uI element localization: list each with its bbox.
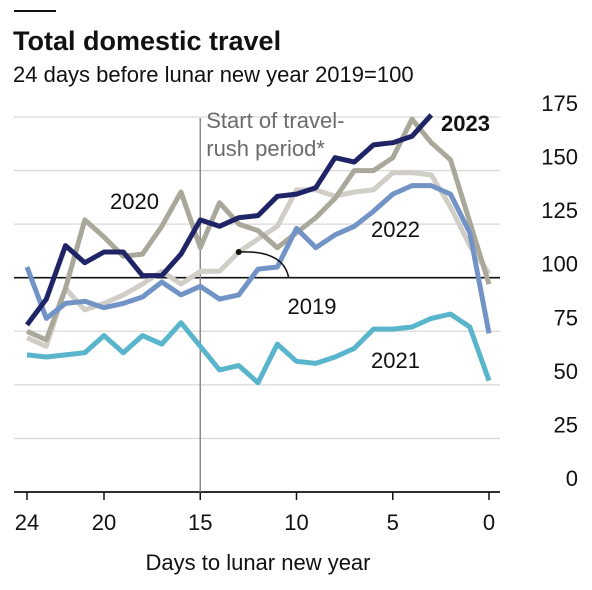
series-line-2022 bbox=[24, 183, 492, 334]
series-label-2020: 2020 bbox=[110, 189, 159, 214]
y-tick-label: 50 bbox=[554, 359, 578, 384]
annotation-line-2: rush period* bbox=[206, 136, 325, 161]
x-tick-label: 15 bbox=[188, 510, 212, 535]
series-labels: 2019 2020 2021 2022 2023 bbox=[110, 111, 490, 373]
leader-line-2019 bbox=[238, 251, 290, 279]
series-lines bbox=[24, 113, 492, 386]
y-tick-label: 125 bbox=[541, 198, 578, 223]
x-tick-label: 10 bbox=[284, 510, 308, 535]
series-line-2021 bbox=[26, 311, 492, 386]
travel-rush-annotation: Start of travel-rush period* bbox=[199, 108, 344, 492]
chart-subtitle: 24 days before lunar new year 2019=100 bbox=[13, 62, 414, 87]
y-tick-label: 75 bbox=[554, 305, 578, 330]
series-line-2020 bbox=[25, 116, 492, 343]
y-tick-label: 0 bbox=[566, 466, 578, 491]
annotation-line-1: Start of travel- bbox=[206, 108, 344, 133]
x-tick-label: 20 bbox=[92, 510, 116, 535]
x-tick-label: 0 bbox=[483, 510, 495, 535]
y-tick-label: 25 bbox=[554, 412, 578, 437]
series-label-2023: 2023 bbox=[441, 111, 490, 136]
gridlines bbox=[14, 116, 500, 493]
y-tick-label: 100 bbox=[541, 252, 578, 277]
series-label-2019: 2019 bbox=[288, 294, 337, 319]
series-label-2022: 2022 bbox=[371, 217, 420, 242]
series-line-2019 bbox=[25, 170, 492, 349]
x-axis: 24 20 15 10 5 0 bbox=[15, 492, 495, 535]
y-tick-label: 175 bbox=[541, 91, 578, 116]
series-label-2021: 2021 bbox=[371, 348, 420, 373]
series-line-2023 bbox=[24, 113, 434, 327]
chart-title: Total domestic travel bbox=[13, 26, 281, 56]
x-tick-label: 5 bbox=[387, 510, 399, 535]
y-tick-label: 150 bbox=[541, 145, 578, 170]
y-axis: 175 150 125 100 75 50 25 0 bbox=[541, 91, 578, 491]
x-tick-label: 24 bbox=[15, 510, 39, 535]
x-axis-title: Days to lunar new year bbox=[146, 550, 371, 575]
